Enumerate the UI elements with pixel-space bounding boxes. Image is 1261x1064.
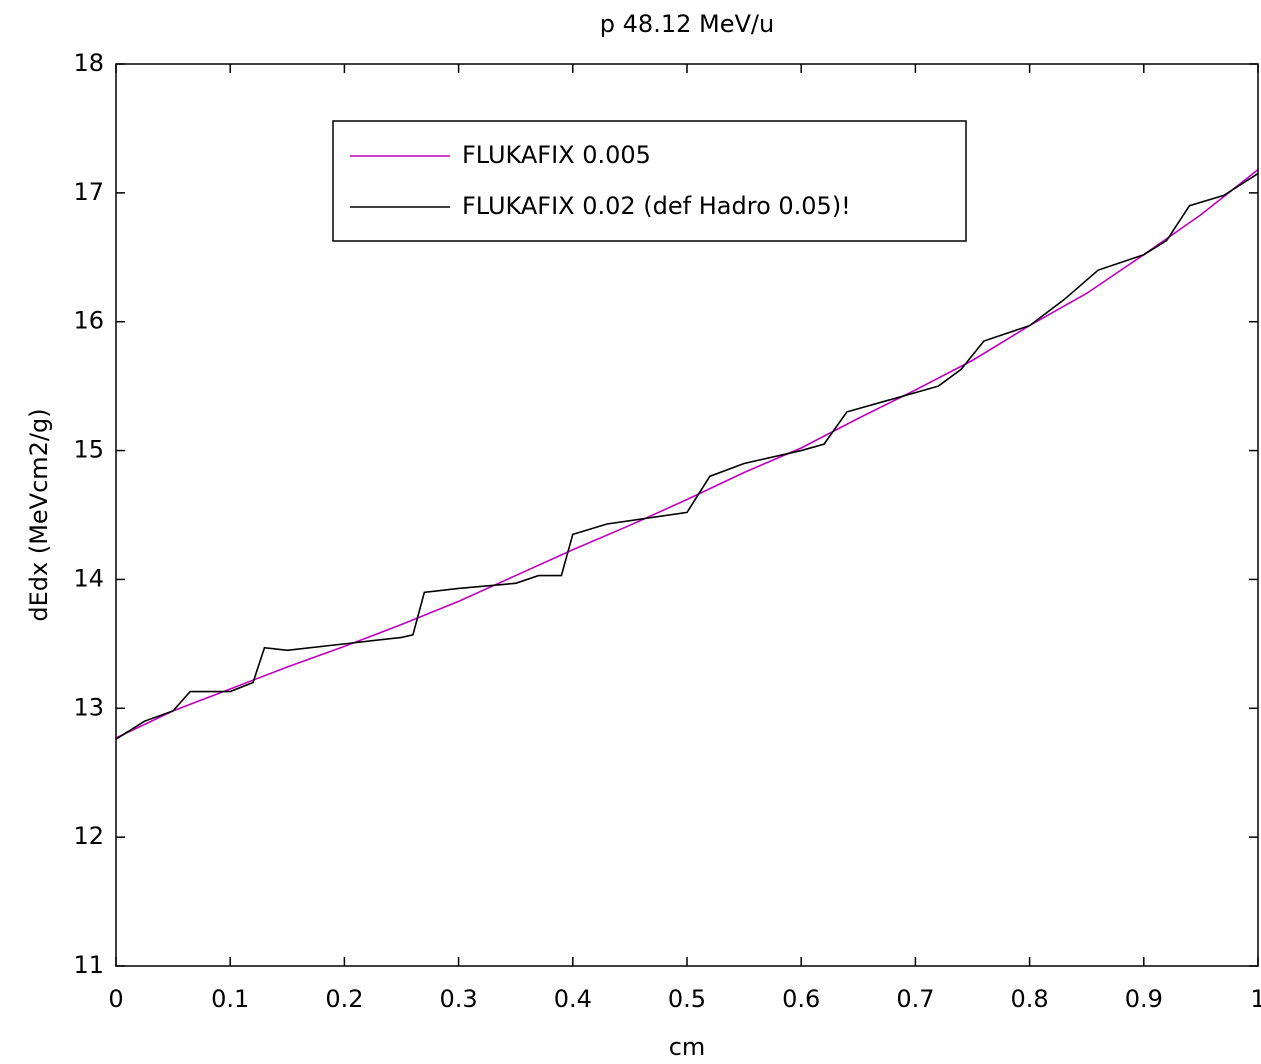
legend-label: FLUKAFIX 0.005 [462, 141, 651, 169]
y-tick-label: 17 [73, 178, 104, 206]
y-axis-label: dEdx (MeVcm2/g) [25, 408, 53, 621]
chart-title: p 48.12 MeV/u [600, 10, 774, 38]
y-tick-label: 14 [73, 564, 104, 592]
x-tick-label: 0.5 [668, 985, 706, 1013]
x-tick-label: 0.1 [211, 985, 249, 1013]
x-axis-label: cm [669, 1033, 706, 1061]
y-tick-label: 15 [73, 436, 104, 464]
data-line [115, 172, 1259, 740]
data-line [115, 169, 1259, 739]
x-tick-label: 0.6 [782, 985, 820, 1013]
y-tick-label: 11 [73, 951, 104, 979]
x-tick-label: 0.7 [896, 985, 934, 1013]
y-tick-label: 16 [73, 307, 104, 335]
x-tick-label: 1 [1250, 985, 1261, 1013]
legend-label: FLUKAFIX 0.02 (def Hadro 0.05)! [462, 192, 851, 220]
x-tick-label: 0.4 [554, 985, 592, 1013]
x-tick-label: 0 [108, 985, 123, 1013]
legend-box [332, 120, 967, 242]
y-tick-label: 12 [73, 822, 104, 850]
y-tick-label: 18 [73, 49, 104, 77]
y-tick-label: 13 [73, 693, 104, 721]
x-tick-label: 0.9 [1125, 985, 1163, 1013]
x-tick-label: 0.2 [325, 985, 363, 1013]
x-tick-label: 0.3 [440, 985, 478, 1013]
plot-frame [115, 63, 1259, 967]
x-tick-label: 0.8 [1011, 985, 1049, 1013]
